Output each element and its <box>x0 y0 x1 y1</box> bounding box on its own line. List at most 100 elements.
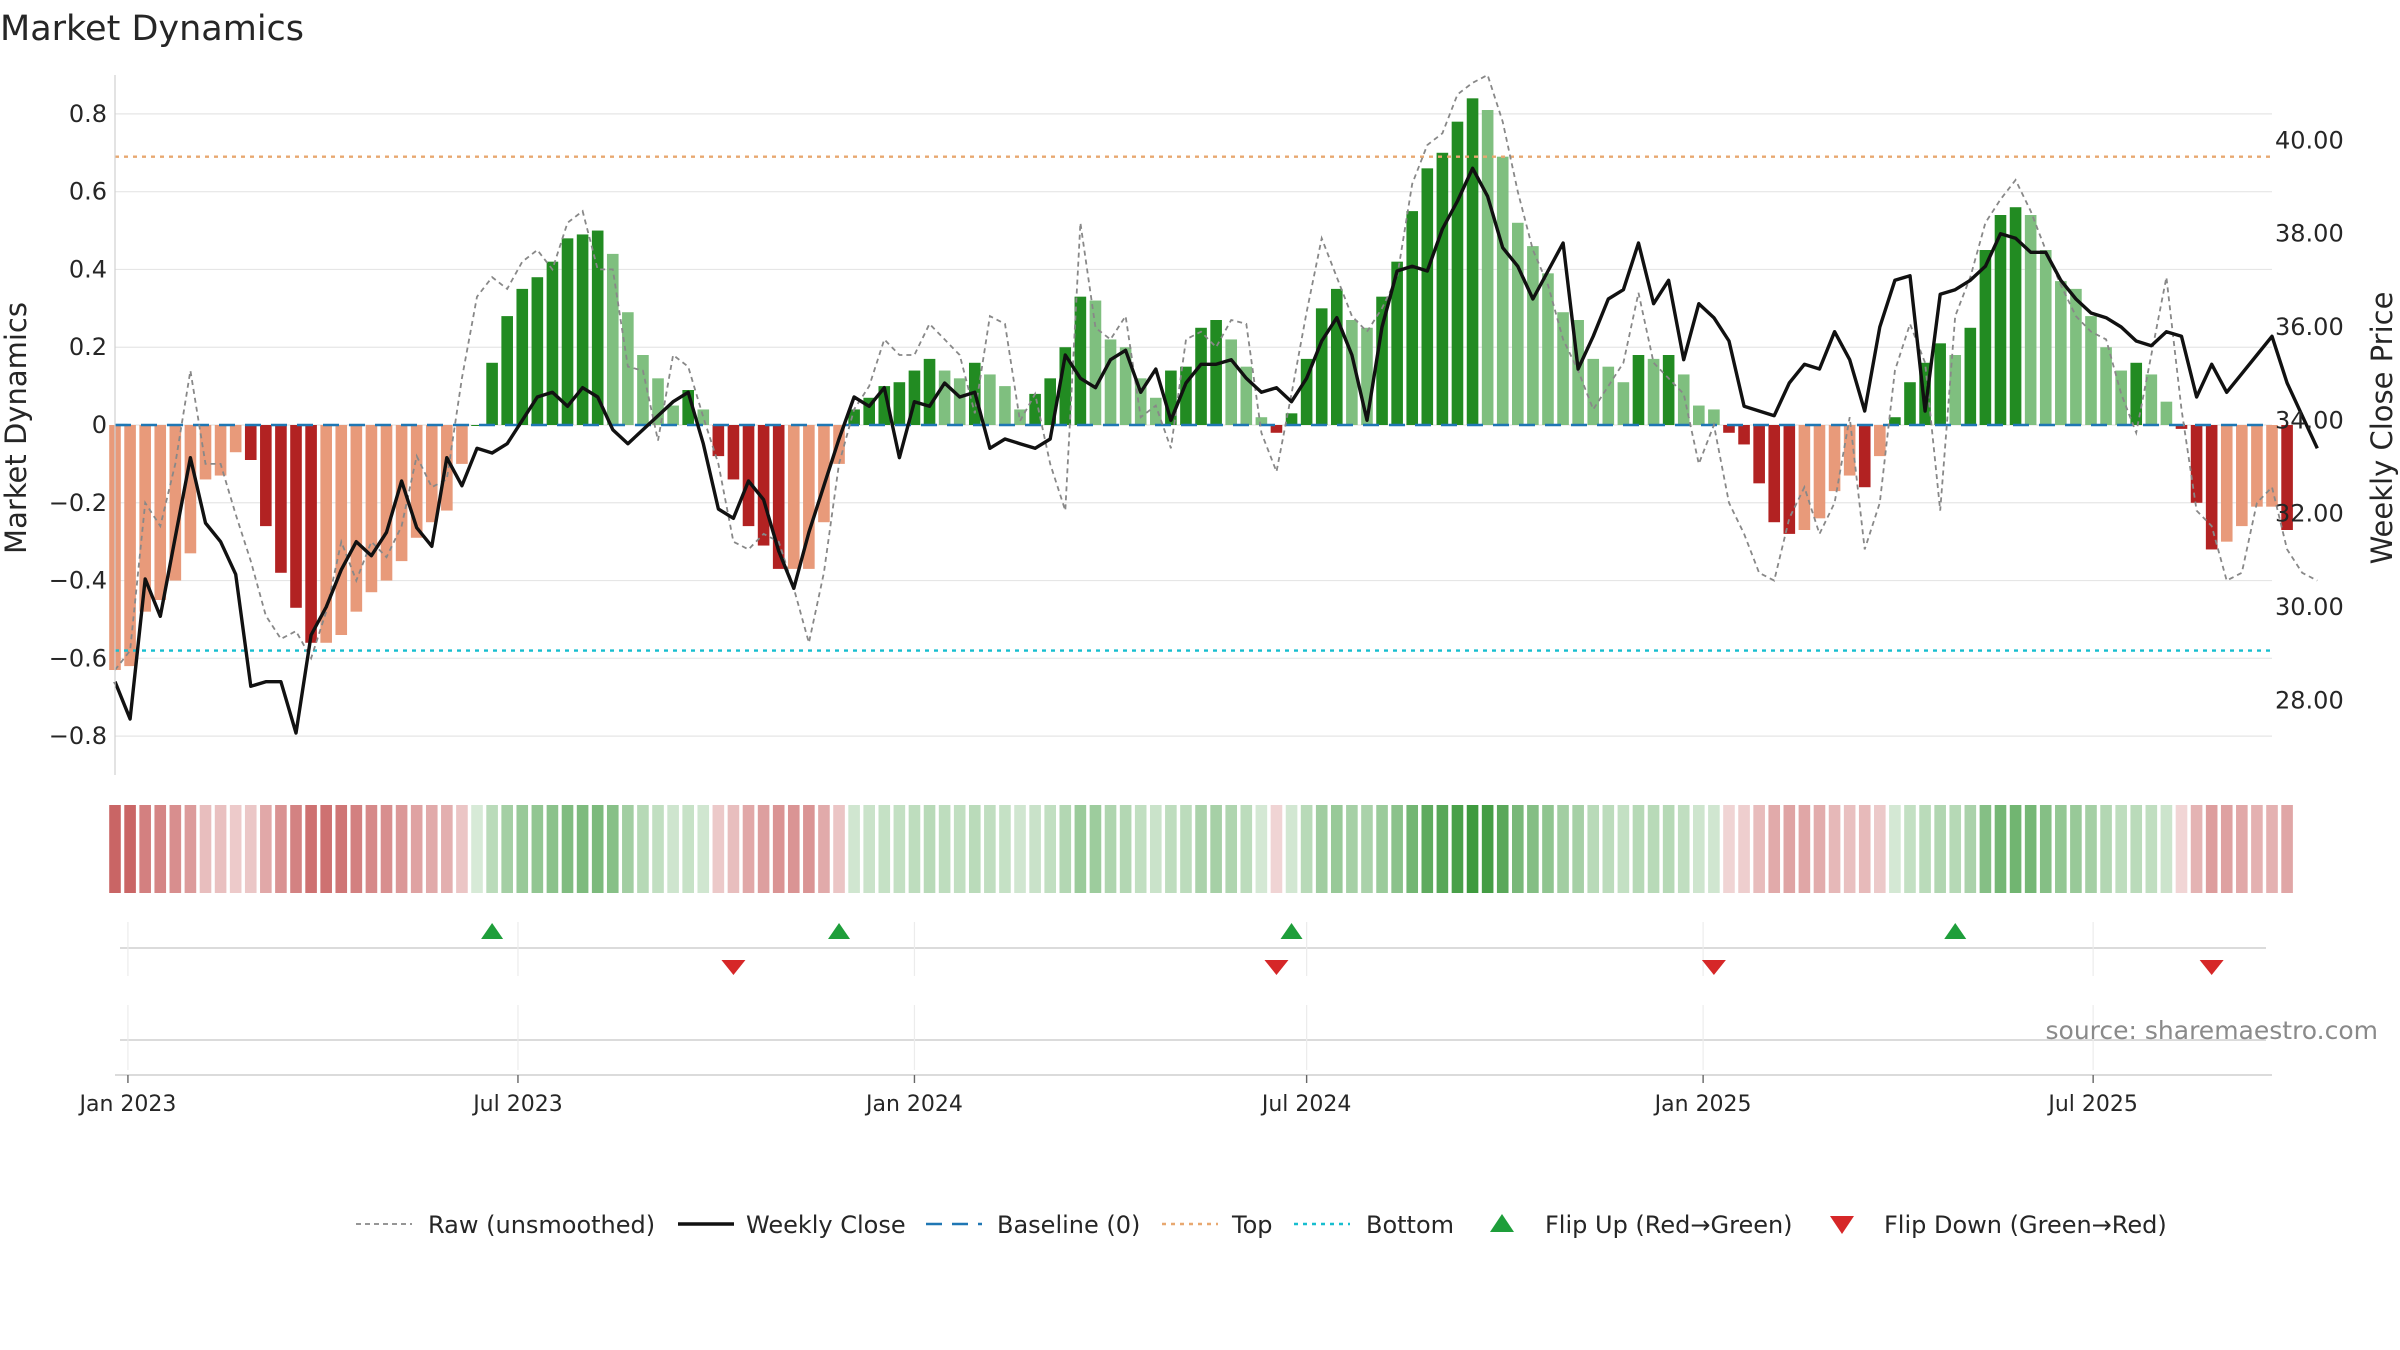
market-dynamics-bar <box>229 425 242 453</box>
regime-strip-cell <box>1210 805 1222 893</box>
market-dynamics-bar <box>999 386 1011 425</box>
legend-label: Flip Up (Red→Green) <box>1545 1211 1793 1239</box>
market-dynamics-bar <box>1315 308 1328 425</box>
regime-strip-cell <box>878 805 891 893</box>
market-dynamics-bar <box>863 397 875 425</box>
market-dynamics-bar <box>2175 425 2188 429</box>
regime-strip-cell <box>712 805 725 893</box>
flip-down-marker <box>2199 960 2224 975</box>
market-dynamics-bar <box>1285 413 1298 425</box>
market-dynamics-bar <box>1662 355 1675 425</box>
market-dynamics-bar <box>712 425 725 457</box>
market-dynamics-bar <box>622 312 634 425</box>
y-left-tick-label: 0 <box>92 411 107 439</box>
market-dynamics-bar <box>1587 358 1600 425</box>
market-dynamics-bar <box>214 425 227 476</box>
y-left-tick-label: −0.6 <box>49 644 107 672</box>
regime-strip-cell <box>1647 805 1660 893</box>
legend-label: Top <box>1231 1211 1273 1239</box>
market-dynamics-bar <box>1134 378 1147 425</box>
y-left-tick-label: 0.6 <box>69 178 107 206</box>
regime-strip-cell <box>1874 805 1886 893</box>
regime-strip-cell <box>1512 805 1524 893</box>
regime-strip-cell <box>1843 805 1856 893</box>
regime-strip-cell <box>501 805 513 893</box>
market-dynamics-bar <box>1768 425 1781 523</box>
market-dynamics-bar <box>1421 168 1434 426</box>
market-dynamics-bar <box>154 425 167 600</box>
regime-strip-cell <box>1602 805 1615 893</box>
legend-label: Flip Down (Green→Red) <box>1884 1211 2167 1239</box>
flip-up-marker <box>1944 923 1967 939</box>
regime-strip-cell <box>863 805 875 893</box>
regime-strip-cell <box>1481 805 1494 893</box>
market-dynamics-bar <box>1240 366 1253 425</box>
regime-strip-cell <box>1949 805 1962 893</box>
regime-strip-cell <box>591 805 604 893</box>
market-dynamics-bar <box>1165 370 1177 425</box>
market-dynamics-bar <box>803 425 815 569</box>
regime-strip-cell <box>229 805 242 893</box>
market-dynamics-bar <box>2085 316 2097 425</box>
regime-strip-cell <box>1858 805 1871 893</box>
regime-strip-cell <box>727 805 740 893</box>
flip-down-marker <box>1264 960 1289 975</box>
legend: Raw (unsmoothed) Weekly Close Baseline (0)… <box>356 1211 2167 1239</box>
market-dynamics-bar <box>1149 397 1162 425</box>
market-dynamics-bar <box>772 425 785 569</box>
y-right-tick-label: 40.00 <box>2275 126 2344 154</box>
y-left-tick-label: −0.8 <box>49 722 107 750</box>
market-dynamics-bar <box>1225 339 1238 425</box>
market-dynamics-bar <box>848 409 860 425</box>
regime-strip-cell <box>1828 805 1841 893</box>
market-dynamics-bar <box>576 234 589 425</box>
regime-strip-cell <box>546 805 559 893</box>
market-dynamics-bar <box>953 378 966 425</box>
flip-down-marker <box>1701 960 1726 975</box>
market-dynamics-bar <box>893 382 906 425</box>
market-dynamics-bar <box>1376 296 1388 425</box>
market-dynamics-bar <box>441 425 453 511</box>
market-dynamics-bar <box>2009 207 2022 425</box>
market-dynamics-bar <box>1813 425 1826 519</box>
regime-strip-cell <box>1587 805 1600 893</box>
regime-strip-cell <box>1572 805 1584 893</box>
market-dynamics-bar <box>727 425 740 480</box>
regime-strip-cell <box>772 805 785 893</box>
chart-title: Market Dynamics <box>0 9 304 49</box>
market-dynamics-bar <box>531 277 544 425</box>
regime-strip-cell <box>350 805 363 893</box>
market-dynamics-bar <box>139 425 151 612</box>
market-dynamics-bar <box>1858 425 1871 488</box>
market-dynamics-bar <box>486 362 498 425</box>
regime-strip-cell <box>606 805 619 893</box>
regime-strip-cell <box>1738 805 1750 893</box>
regime-strip-cell <box>697 805 710 893</box>
market-dynamics-bar <box>320 425 332 643</box>
market-dynamics-bar <box>787 425 800 569</box>
legend-swatch <box>1490 1214 1514 1232</box>
market-dynamics-bar <box>2100 347 2112 425</box>
regime-strip-cell <box>1255 805 1268 893</box>
market-dynamics-bar <box>923 358 936 425</box>
regime-strip-cell <box>757 805 770 893</box>
market-dynamics-bar <box>2220 425 2233 542</box>
market-dynamics-bar <box>1542 273 1554 425</box>
market-dynamics-bar <box>1949 355 1962 425</box>
market-dynamics-bar <box>1512 222 1524 425</box>
market-dynamics-bar <box>1843 425 1856 476</box>
market-dynamics-bar <box>2160 401 2173 425</box>
market-dynamics-bar <box>697 409 710 425</box>
line-series <box>113 73 2319 735</box>
y-right-tick-label: 36.00 <box>2275 313 2344 341</box>
market-dynamics-bar <box>260 425 272 527</box>
regime-strip-cell <box>199 805 212 893</box>
regime-strip-cell <box>2220 805 2233 893</box>
regime-strip-cell <box>1421 805 1434 893</box>
regime-strip-cell <box>1165 805 1177 893</box>
regime-strip-cell <box>1285 805 1298 893</box>
y-right-tick-label: 38.00 <box>2275 220 2344 248</box>
market-dynamics-bar <box>290 425 302 608</box>
regime-strip-cell <box>803 805 815 893</box>
